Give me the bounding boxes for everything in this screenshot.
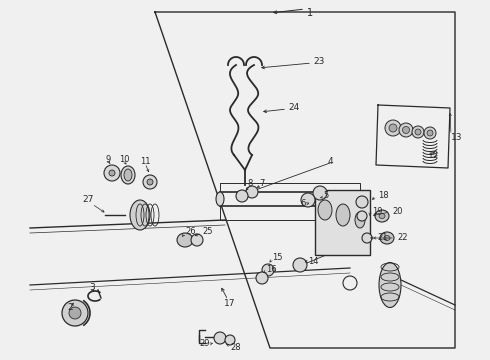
Circle shape (399, 123, 413, 137)
Text: 3: 3 (89, 284, 95, 292)
Circle shape (301, 193, 315, 207)
Text: 15: 15 (272, 253, 283, 262)
Circle shape (402, 126, 410, 134)
Ellipse shape (379, 213, 385, 219)
Text: 11: 11 (140, 158, 150, 166)
Text: 6: 6 (301, 199, 306, 208)
Circle shape (356, 196, 368, 208)
Circle shape (357, 211, 367, 221)
Circle shape (147, 179, 153, 185)
Ellipse shape (336, 204, 350, 226)
Text: 9: 9 (105, 156, 111, 165)
Ellipse shape (384, 235, 390, 240)
Text: 28: 28 (230, 342, 241, 351)
Circle shape (246, 186, 258, 198)
Text: 21: 21 (377, 234, 388, 243)
FancyBboxPatch shape (315, 190, 370, 255)
Circle shape (389, 124, 397, 132)
Ellipse shape (124, 169, 132, 181)
Ellipse shape (121, 166, 135, 184)
Circle shape (143, 175, 157, 189)
Circle shape (424, 127, 436, 139)
Ellipse shape (216, 192, 224, 206)
Text: 1: 1 (307, 8, 313, 18)
Circle shape (415, 129, 421, 135)
Circle shape (214, 332, 226, 344)
Circle shape (191, 234, 203, 246)
Circle shape (385, 120, 401, 136)
Circle shape (262, 264, 274, 276)
Text: 26: 26 (185, 228, 196, 237)
Circle shape (256, 272, 268, 284)
Text: 18: 18 (378, 192, 389, 201)
Text: 20: 20 (392, 207, 402, 216)
Circle shape (293, 258, 307, 272)
Ellipse shape (318, 200, 332, 220)
Text: 2: 2 (67, 303, 73, 312)
Circle shape (225, 335, 235, 345)
Circle shape (313, 186, 327, 200)
Circle shape (69, 307, 81, 319)
Text: 14: 14 (308, 256, 318, 266)
Text: 19: 19 (372, 207, 383, 216)
Ellipse shape (130, 200, 150, 230)
Circle shape (427, 130, 433, 136)
Text: 8: 8 (247, 180, 253, 189)
Ellipse shape (380, 232, 394, 244)
Text: 23: 23 (313, 58, 324, 67)
Circle shape (109, 170, 115, 176)
Text: 5: 5 (323, 192, 328, 201)
Ellipse shape (355, 212, 365, 228)
Circle shape (104, 165, 120, 181)
Text: 27: 27 (82, 195, 94, 204)
Text: 24: 24 (288, 104, 299, 112)
Ellipse shape (379, 262, 401, 307)
Circle shape (62, 300, 88, 326)
Text: 22: 22 (397, 234, 408, 243)
Text: 13: 13 (451, 134, 463, 143)
Ellipse shape (375, 210, 389, 222)
Text: 16: 16 (266, 266, 277, 274)
Circle shape (362, 233, 372, 243)
Text: 17: 17 (224, 300, 236, 309)
Text: 10: 10 (119, 156, 129, 165)
Circle shape (412, 126, 424, 138)
Text: 4: 4 (327, 158, 333, 166)
Text: 25: 25 (202, 228, 213, 237)
Ellipse shape (177, 233, 193, 247)
Text: 29: 29 (199, 339, 210, 348)
Text: 7: 7 (259, 180, 265, 189)
Circle shape (236, 190, 248, 202)
Text: 12: 12 (428, 150, 440, 159)
